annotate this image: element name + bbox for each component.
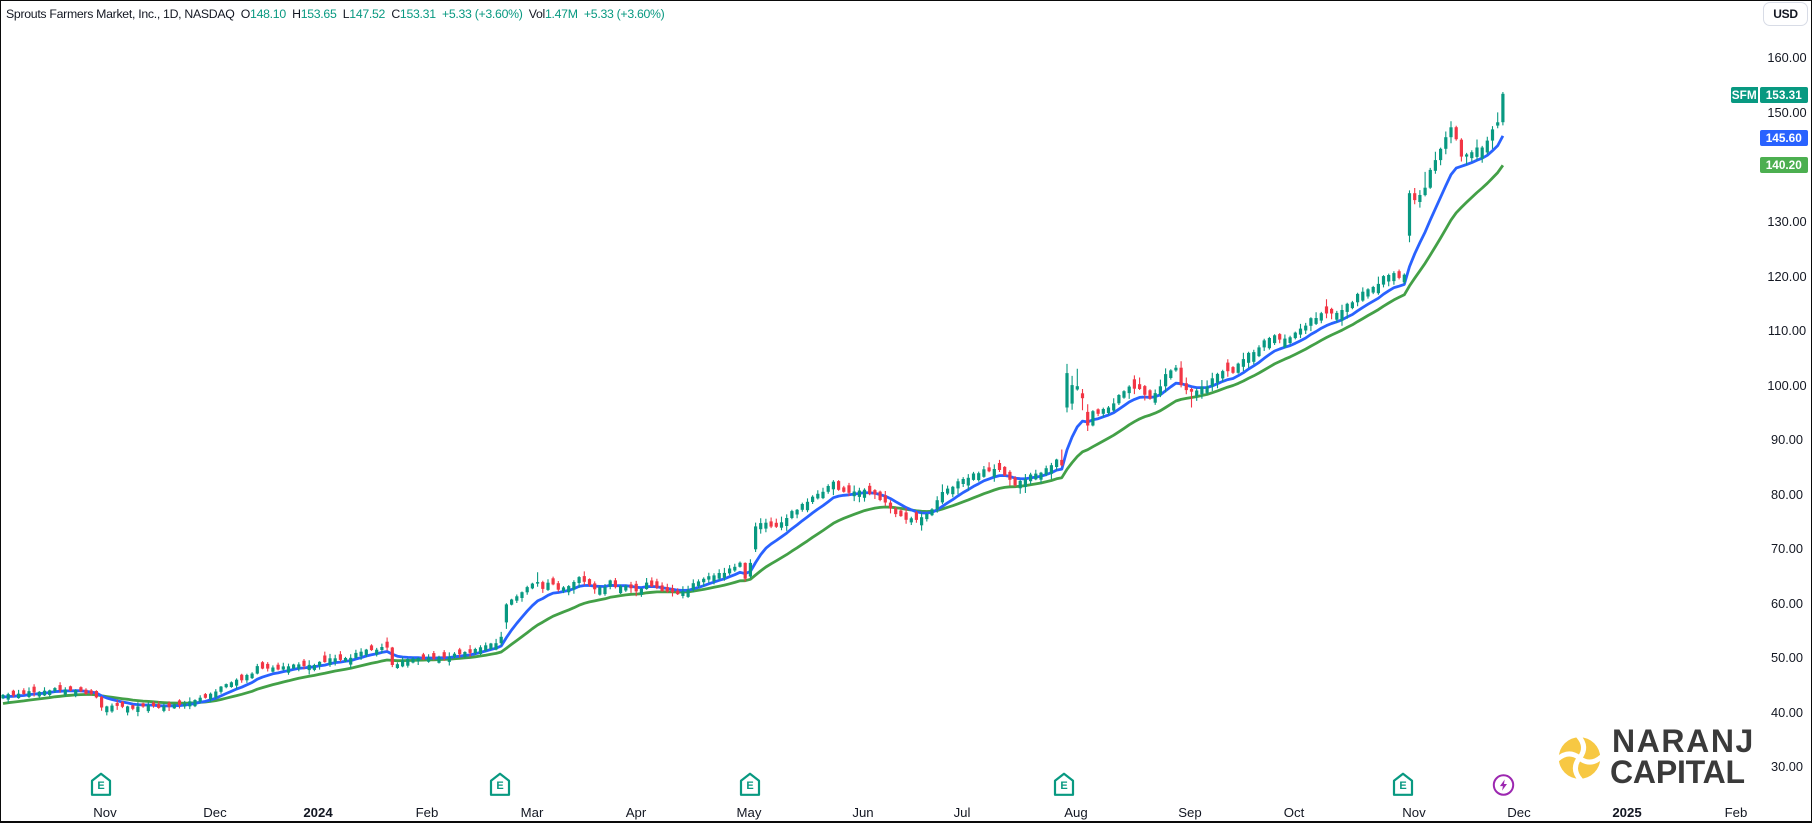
svg-text:E: E [97,780,104,792]
svg-text:E: E [496,780,503,792]
svg-text:E: E [1060,780,1067,792]
svg-text:E: E [746,780,753,792]
svg-text:E: E [1399,780,1406,792]
